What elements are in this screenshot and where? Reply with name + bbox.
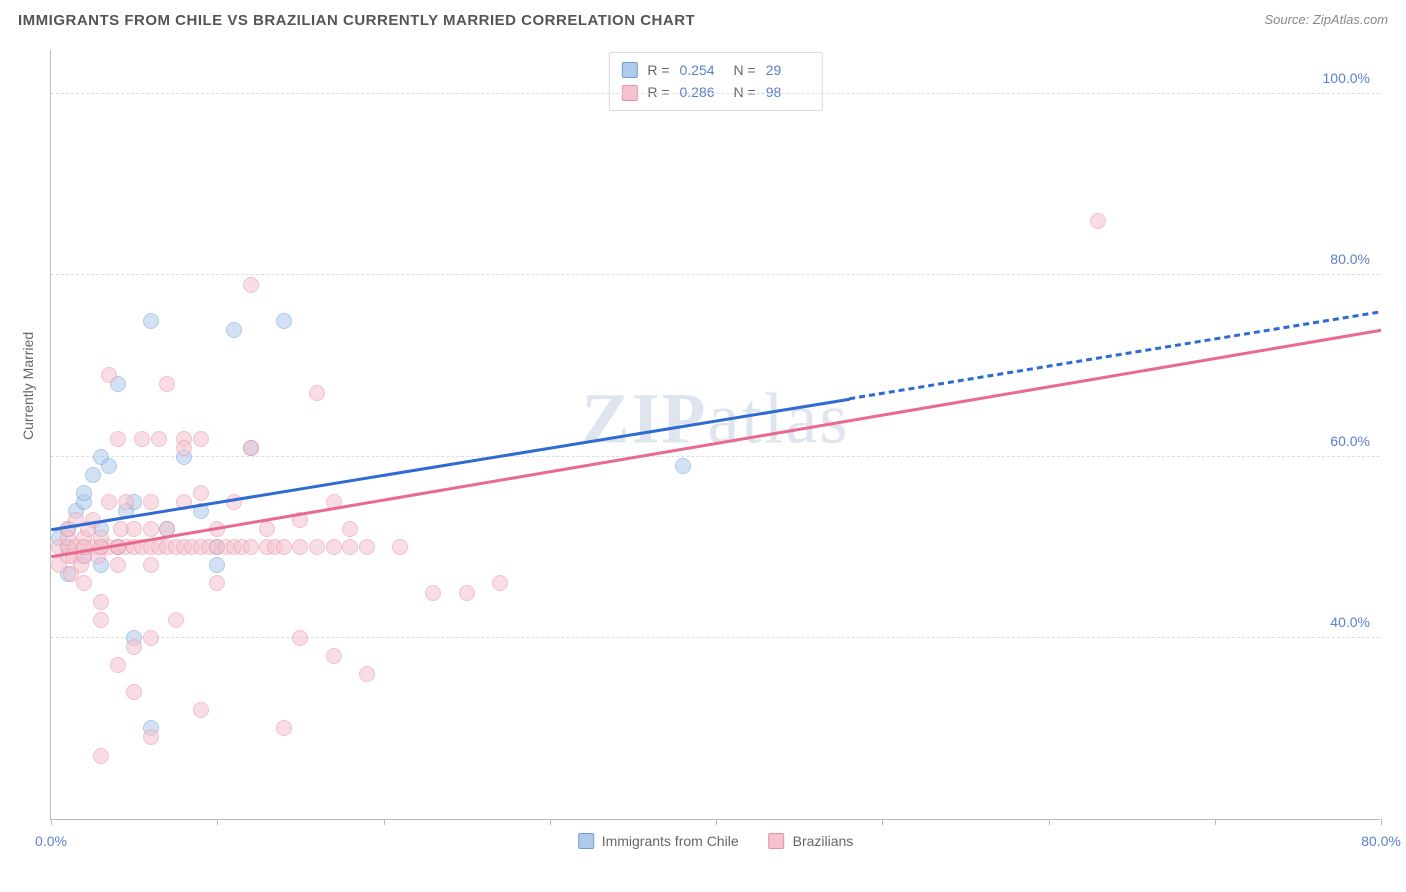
- legend-swatch: [769, 833, 785, 849]
- series-legend: Immigrants from Chile Brazilians: [578, 833, 854, 849]
- legend-swatch: [621, 62, 637, 78]
- data-point: [101, 458, 117, 474]
- x-tick: [217, 819, 218, 825]
- data-point: [193, 431, 209, 447]
- trend-line: [849, 310, 1381, 399]
- scatter-chart: ZIPatlas R =0.254N =29R =0.286N =98 Immi…: [50, 50, 1380, 820]
- x-tick: [716, 819, 717, 825]
- data-point: [276, 313, 292, 329]
- data-point: [309, 385, 325, 401]
- data-point: [143, 313, 159, 329]
- legend-label: Immigrants from Chile: [602, 833, 739, 849]
- x-tick: [550, 819, 551, 825]
- data-point: [1090, 213, 1106, 229]
- data-point: [93, 594, 109, 610]
- data-point: [292, 630, 308, 646]
- gridline: [51, 637, 1380, 638]
- data-point: [243, 277, 259, 293]
- data-point: [309, 539, 325, 555]
- data-point: [101, 367, 117, 383]
- trend-line: [51, 397, 849, 530]
- data-point: [143, 630, 159, 646]
- data-point: [276, 720, 292, 736]
- data-point: [326, 648, 342, 664]
- data-point: [359, 666, 375, 682]
- data-point: [76, 575, 92, 591]
- data-point: [209, 575, 225, 591]
- x-tick: [384, 819, 385, 825]
- r-value: 0.254: [680, 59, 724, 81]
- data-point: [392, 539, 408, 555]
- data-point: [85, 467, 101, 483]
- data-point: [259, 521, 275, 537]
- chart-title: IMMIGRANTS FROM CHILE VS BRAZILIAN CURRE…: [18, 12, 695, 29]
- legend-item: Brazilians: [769, 833, 854, 849]
- r-label: R =: [647, 59, 669, 81]
- y-tick-label: 60.0%: [1330, 433, 1370, 449]
- data-point: [76, 485, 92, 501]
- data-point: [243, 440, 259, 456]
- y-tick-label: 40.0%: [1330, 614, 1370, 630]
- data-point: [151, 431, 167, 447]
- data-point: [110, 431, 126, 447]
- data-point: [93, 748, 109, 764]
- y-tick-label: 80.0%: [1330, 251, 1370, 267]
- legend-row: R = 0.254 N = 29: [621, 59, 809, 81]
- data-point: [134, 431, 150, 447]
- data-point: [110, 657, 126, 673]
- x-tick-label: 0.0%: [35, 833, 67, 849]
- data-point: [209, 557, 225, 573]
- gridline: [51, 274, 1380, 275]
- x-tick: [1049, 819, 1050, 825]
- source-citation: Source: ZipAtlas.com: [1264, 12, 1388, 27]
- data-point: [159, 376, 175, 392]
- data-point: [276, 539, 292, 555]
- data-point: [126, 639, 142, 655]
- data-point: [326, 539, 342, 555]
- y-tick-label: 100.0%: [1323, 70, 1370, 86]
- data-point: [176, 440, 192, 456]
- x-tick: [51, 819, 52, 825]
- data-point: [110, 557, 126, 573]
- data-point: [492, 575, 508, 591]
- data-point: [143, 557, 159, 573]
- data-point: [168, 612, 184, 628]
- data-point: [359, 539, 375, 555]
- y-axis-title: Currently Married: [20, 332, 36, 440]
- x-tick-label: 80.0%: [1361, 833, 1401, 849]
- n-label: N =: [734, 59, 756, 81]
- data-point: [193, 702, 209, 718]
- gridline: [51, 93, 1380, 94]
- x-tick: [1215, 819, 1216, 825]
- data-point: [459, 585, 475, 601]
- data-point: [292, 539, 308, 555]
- legend-label: Brazilians: [793, 833, 854, 849]
- x-tick: [1381, 819, 1382, 825]
- n-value: 29: [766, 59, 810, 81]
- data-point: [126, 684, 142, 700]
- data-point: [342, 521, 358, 537]
- data-point: [118, 494, 134, 510]
- data-point: [126, 521, 142, 537]
- x-tick: [882, 819, 883, 825]
- data-point: [143, 521, 159, 537]
- correlation-legend: R =0.254N =29R =0.286N =98: [608, 52, 822, 111]
- data-point: [226, 322, 242, 338]
- data-point: [193, 485, 209, 501]
- data-point: [143, 729, 159, 745]
- legend-item: Immigrants from Chile: [578, 833, 739, 849]
- data-point: [143, 494, 159, 510]
- legend-swatch: [578, 833, 594, 849]
- data-point: [101, 494, 117, 510]
- data-point: [93, 612, 109, 628]
- data-point: [342, 539, 358, 555]
- gridline: [51, 456, 1380, 457]
- data-point: [675, 458, 691, 474]
- data-point: [243, 539, 259, 555]
- data-point: [425, 585, 441, 601]
